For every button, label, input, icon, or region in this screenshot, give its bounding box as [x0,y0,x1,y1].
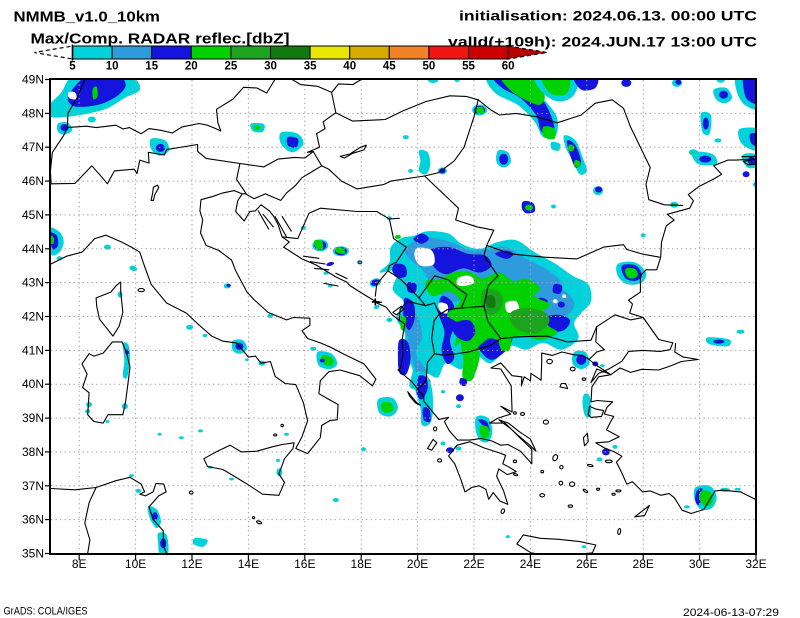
svg-text:46N: 46N [22,174,44,188]
svg-text:32E: 32E [745,557,766,571]
svg-text:5: 5 [69,61,76,73]
svg-text:41N: 41N [22,343,44,357]
svg-text:30E: 30E [689,557,710,571]
svg-text:25: 25 [225,61,238,73]
svg-text:40N: 40N [22,377,44,391]
svg-text:28E: 28E [633,557,654,571]
svg-text:valId(+109h): 2024.JUN.17 13:0: valId(+109h): 2024.JUN.17 13:00 UTC [448,34,757,50]
svg-text:42N: 42N [22,310,44,324]
svg-text:50: 50 [423,61,436,73]
svg-text:39N: 39N [22,411,44,425]
svg-text:12E: 12E [181,557,202,571]
svg-text:36N: 36N [22,513,44,527]
svg-text:43N: 43N [22,276,44,290]
svg-text:22E: 22E [463,557,484,571]
svg-text:16E: 16E [294,557,315,571]
svg-text:40: 40 [343,61,356,73]
svg-text:14E: 14E [238,557,259,571]
svg-text:60: 60 [502,61,515,73]
svg-text:20E: 20E [407,557,428,571]
svg-text:18E: 18E [351,557,372,571]
svg-text:26E: 26E [576,557,597,571]
svg-text:10: 10 [106,61,119,73]
svg-text:35: 35 [304,61,317,73]
svg-text:8E: 8E [72,557,87,571]
svg-text:15: 15 [145,61,158,73]
svg-text:10E: 10E [125,557,146,571]
svg-text:38N: 38N [22,445,44,459]
svg-text:55: 55 [462,61,475,73]
svg-text:NMMB_v1.0_10km: NMMB_v1.0_10km [14,10,161,26]
svg-text:20: 20 [185,61,198,73]
svg-text:GrADS: COLA/IGES: GrADS: COLA/IGES [4,606,88,618]
svg-text:30: 30 [264,61,277,73]
svg-text:initialisation: 2024.06.13. 00: initialisation: 2024.06.13. 00:00 UTC [459,8,757,24]
svg-text:37N: 37N [22,479,44,493]
svg-text:2024-06-13-07:29: 2024-06-13-07:29 [683,607,779,618]
svg-text:49N: 49N [22,73,44,87]
svg-text:45: 45 [383,61,396,73]
svg-text:48N: 48N [22,106,44,120]
svg-text:44N: 44N [22,242,44,256]
svg-text:47N: 47N [22,140,44,154]
svg-text:Max/Comp. RADAR reflec.[dbZ]: Max/Comp. RADAR reflec.[dbZ] [31,32,290,48]
svg-text:35N: 35N [22,547,44,561]
svg-text:24E: 24E [520,557,541,571]
svg-text:45N: 45N [22,208,44,222]
